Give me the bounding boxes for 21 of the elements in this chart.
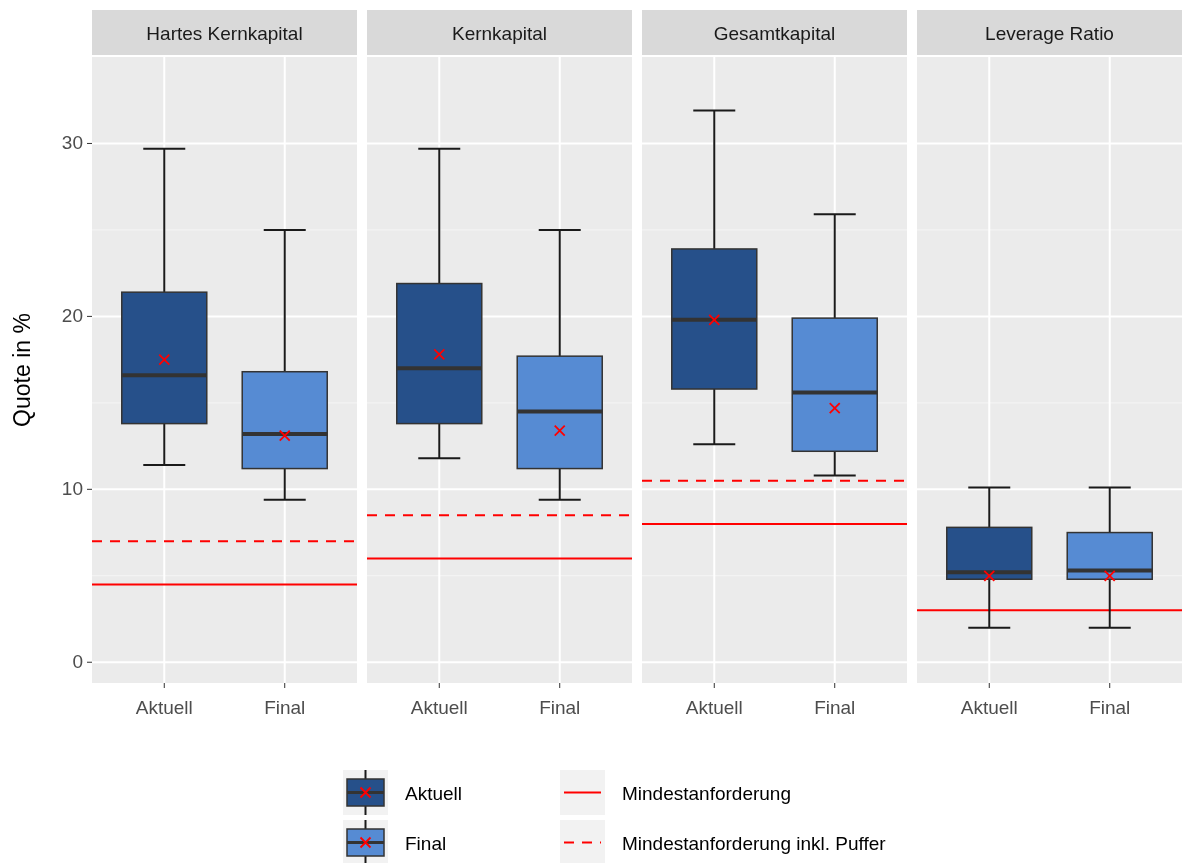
x-tick-label: Aktuell (685, 697, 743, 718)
x-tick-label: Final (814, 697, 856, 718)
legend-label: Mindestanforderung (622, 783, 791, 804)
y-axis-title: Quote in % (9, 313, 35, 427)
x-tick-label: Aktuell (410, 697, 468, 718)
y-tick-label: 20 (61, 305, 83, 327)
x-tick-label: Aktuell (960, 697, 1018, 718)
x-tick-label: Final (539, 697, 581, 718)
y-tick-label: 10 (61, 478, 83, 500)
y-tick-label: 30 (61, 132, 83, 154)
legend-label: Final (405, 833, 447, 854)
chart-title: Gesamtkapital (713, 22, 836, 44)
chart-title: Leverage Ratio (985, 22, 1114, 44)
legend-label: Mindestanforderung inkl. Puffer (622, 833, 887, 854)
x-tick-label: Final (264, 697, 306, 718)
y-tick-label: 0 (72, 651, 83, 673)
x-tick-label: Aktuell (135, 697, 193, 718)
legend-label: Aktuell (405, 783, 463, 804)
chart-title: Kernkapital (451, 22, 548, 44)
chart-title: Hartes Kernkapital (146, 22, 303, 44)
x-tick-label: Final (1089, 697, 1131, 718)
